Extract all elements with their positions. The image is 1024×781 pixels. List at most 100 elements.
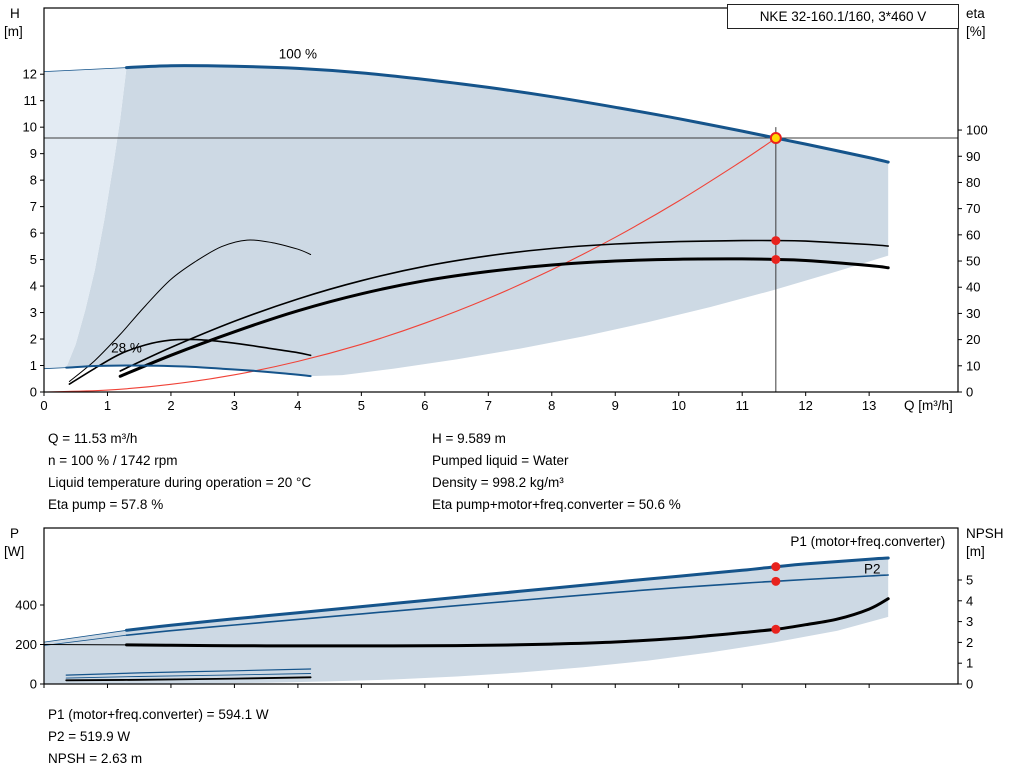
y-left-tick-label: 10	[23, 120, 37, 135]
y-left-tick-label: 0	[30, 677, 37, 692]
y-right-tick-label: 5	[966, 573, 973, 588]
low-flow-region	[44, 67, 127, 369]
p2-curve-label: P2	[864, 561, 881, 576]
speed-operating-envelope	[66, 65, 889, 377]
y-right-tick-label: 20	[966, 332, 980, 347]
control-curve	[43, 137, 777, 393]
x-tick-label: 2	[167, 398, 174, 413]
x-tick-label: 0	[40, 398, 47, 413]
result-head: H = 9.589 m	[432, 431, 506, 446]
power-operating-envelope	[44, 558, 889, 684]
p1-curve-100	[125, 556, 890, 632]
npsh-curve-28	[65, 676, 312, 682]
y-left-axis-unit: [W]	[4, 544, 24, 559]
p2-curve-28	[65, 673, 312, 679]
eta-pump-28-curve	[68, 239, 312, 382]
y-left-tick-label: 9	[30, 146, 37, 161]
y-right-tick-label: 70	[966, 201, 980, 216]
p2-point	[771, 576, 781, 586]
eta-pump-point	[771, 236, 781, 246]
x-tick-label: 10	[671, 398, 685, 413]
npsh-curve	[125, 597, 890, 648]
y-right-tick-label: 100	[966, 123, 988, 138]
head-curve-100-continuation	[43, 67, 127, 72]
y-right-tick-label: 4	[966, 593, 973, 608]
duty-point[interactable]	[769, 132, 782, 145]
y-right-tick-label: 40	[966, 280, 980, 295]
y-left-tick-label: 4	[30, 279, 37, 294]
eta-total-28-curve	[68, 338, 312, 385]
y-left-axis-unit: [m]	[4, 24, 23, 39]
y-left-tick-label: 400	[15, 598, 37, 613]
results-column-left: Q = 11.53 m³/h n = 100 % / 1742 rpm Liqu…	[48, 428, 311, 516]
y-left-tick-label: 3	[30, 305, 37, 320]
x-tick-label: 11	[735, 398, 749, 413]
y-left-tick-label: 1	[30, 358, 37, 373]
result-liquid-temperature: Liquid temperature during operation = 20…	[48, 475, 312, 490]
x-tick-label: 12	[798, 398, 812, 413]
y-right-tick-label: 60	[966, 227, 980, 242]
p2-curve-continuation	[43, 634, 127, 646]
x-axis-label: Q [m³/h]	[904, 398, 953, 413]
result-npsh: NPSH = 2.63 m	[48, 751, 143, 766]
y-left-tick-label: 8	[30, 173, 37, 188]
result-p2: P2 = 519.9 W	[48, 729, 131, 744]
y-left-axis-label: P	[10, 526, 19, 541]
plot-border	[43, 527, 959, 685]
head-curve-28-continuation	[43, 367, 67, 370]
y-right-tick-label: 80	[966, 175, 980, 190]
y-right-tick-label: 2	[966, 635, 973, 650]
y-right-tick-label: 50	[966, 254, 980, 269]
y-right-tick-label: 10	[966, 358, 980, 373]
speed-28-label: 28 %	[111, 340, 142, 355]
p1-point	[771, 562, 781, 572]
x-tick-label: 5	[358, 398, 365, 413]
pump-model-title: NKE 32-160.1/160, 3*460 V	[727, 4, 959, 29]
y-right-axis-unit: [m]	[966, 544, 985, 559]
y-left-axis-label: H	[10, 6, 20, 21]
p2-curve-100	[125, 574, 889, 636]
npsh-point	[771, 624, 781, 634]
power-npsh-chart: P1 (motor+freq.converter) P2 0 200 400 0 1 2 3 4 5…	[4, 526, 1004, 692]
eta-pump-curve	[119, 239, 889, 372]
y-left-tick-label: 2	[30, 332, 37, 347]
p1-curve-28	[65, 668, 312, 676]
y-left-tick-label: 7	[30, 199, 37, 214]
eta-total-point	[771, 254, 781, 264]
y-right-tick-label: 0	[966, 385, 973, 400]
y-right-axis-label: eta	[966, 6, 985, 21]
head-efficiency-chart: 100 %28 %0 1 2 3 4 5 6 7 8 9 10 11 12 130123456789101…	[4, 6, 988, 413]
y-left-tick-label: 200	[15, 637, 37, 652]
x-tick-label: 8	[548, 398, 555, 413]
y-right-tick-label: 3	[966, 614, 973, 629]
result-p1: P1 (motor+freq.converter) = 594.1 W	[48, 707, 269, 722]
y-right-tick-label: 30	[966, 306, 980, 321]
y-right-axis-unit: [%]	[966, 24, 986, 39]
x-tick-label: 6	[421, 398, 428, 413]
y-right-tick-label: 1	[966, 656, 973, 671]
head-curve-100	[125, 64, 890, 164]
x-tick-label: 1	[104, 398, 111, 413]
results-column-right: H = 9.589 m Pumped liquid = Water Densit…	[432, 428, 681, 516]
speed-100-label: 100 %	[279, 46, 317, 61]
y-left-tick-label: 6	[30, 226, 37, 241]
y-right-tick-label: 0	[966, 677, 973, 692]
y-right-axis-label: NPSH	[966, 526, 1004, 541]
result-eta-pump: Eta pump = 57.8 %	[48, 497, 164, 512]
plot-border	[43, 7, 959, 393]
y-left-tick-label: 0	[30, 385, 37, 400]
y-right-tick-label: 90	[966, 149, 980, 164]
power-results: P1 (motor+freq.converter) = 594.1 W P2 =…	[48, 704, 269, 770]
eta-total-curve	[118, 257, 890, 378]
result-pumped-liquid: Pumped liquid = Water	[432, 453, 569, 468]
y-left-tick-label: 11	[24, 93, 38, 108]
x-tick-label: 9	[612, 398, 619, 413]
p1-curve-label: P1 (motor+freq.converter)	[790, 534, 945, 549]
result-eta-total: Eta pump+motor+freq.converter = 50.6 %	[432, 497, 681, 512]
result-density: Density = 998.2 kg/m³	[432, 475, 564, 490]
y-left-tick-label: 5	[30, 252, 37, 267]
x-tick-label: 7	[485, 398, 492, 413]
x-tick-label: 3	[231, 398, 238, 413]
p1-curve-continuation	[43, 629, 127, 643]
